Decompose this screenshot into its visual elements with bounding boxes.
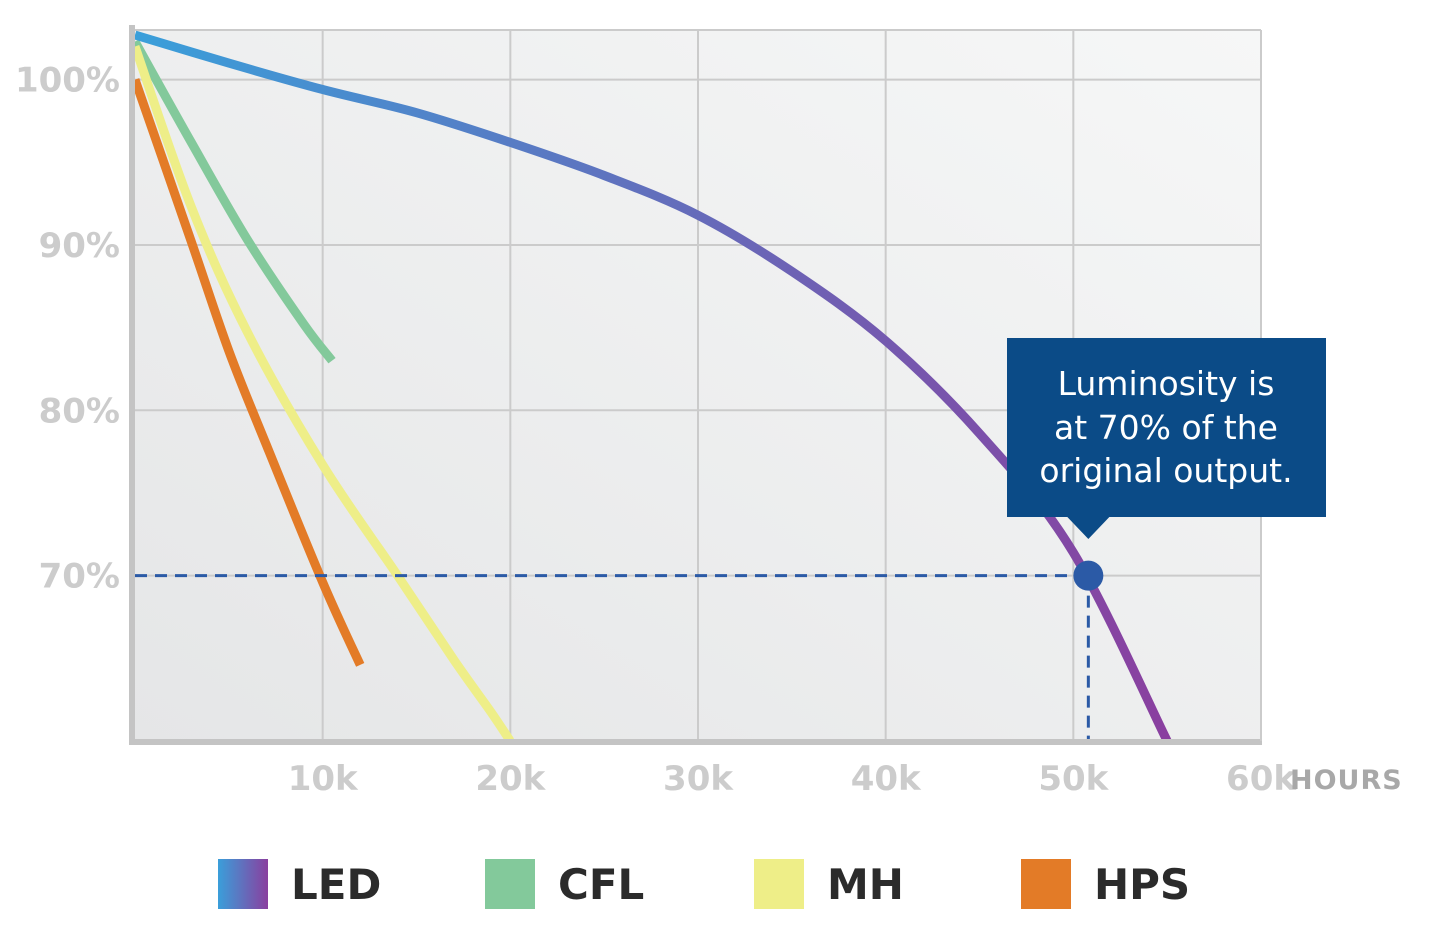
x-tick-label-10k: 10k	[288, 759, 359, 799]
x-axis-unit-label: HOURS	[1290, 765, 1403, 796]
series-line-mh	[130, 45, 515, 744]
legend: LED CFL MH HPS	[218, 859, 1190, 909]
y-tick-label-90: 90%	[39, 226, 120, 266]
marker-point	[1073, 560, 1104, 591]
x-tick-label-20k: 20k	[475, 759, 546, 799]
legend-swatch-cfl	[485, 859, 535, 909]
callout-line-1: Luminosity is	[1058, 364, 1275, 403]
legend-swatch-mh	[754, 859, 804, 909]
callout-line-3: original output.	[1039, 451, 1292, 490]
legend-swatch-led	[218, 859, 268, 909]
x-tick-label-40k: 40k	[851, 759, 922, 799]
callout: Luminosity is at 70% of the original out…	[1007, 338, 1326, 539]
x-tick-label-30k: 30k	[663, 759, 734, 799]
y-tick-labels: 100% 90% 80% 70%	[15, 61, 120, 597]
y-tick-label-100: 100%	[15, 61, 120, 101]
series-line-cfl	[131, 39, 336, 364]
callout-line-2: at 70% of the	[1054, 408, 1278, 447]
legend-label-mh: MH	[827, 860, 904, 909]
callout-box	[1007, 338, 1326, 539]
legend-label-hps: HPS	[1094, 860, 1190, 909]
legend-label-cfl: CFL	[558, 860, 644, 909]
legend-swatch-hps	[1021, 859, 1071, 909]
y-tick-label-70: 70%	[39, 557, 120, 597]
reference-layer	[135, 560, 1104, 741]
x-tick-label-50k: 50k	[1038, 759, 1109, 799]
legend-label-led: LED	[291, 860, 381, 909]
x-tick-label-60k: 60k	[1226, 759, 1297, 799]
series-line-hps	[130, 78, 365, 667]
x-tick-labels: 10k 20k 30k 40k 50k 60k	[288, 759, 1298, 799]
y-tick-label-80: 80%	[39, 391, 120, 431]
